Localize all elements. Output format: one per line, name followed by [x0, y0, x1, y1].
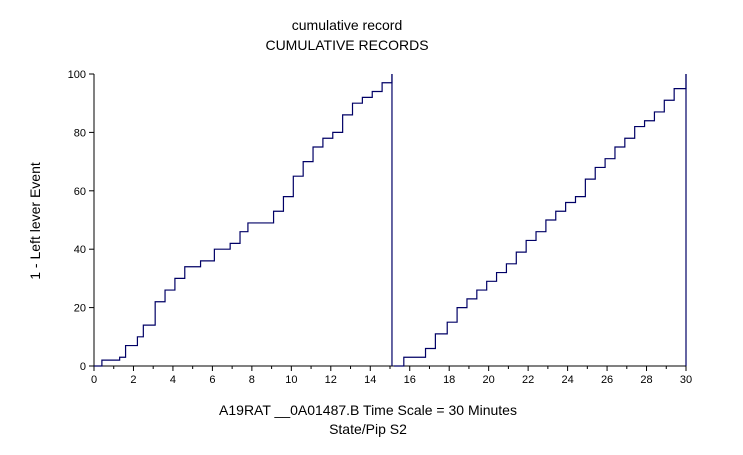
- x-tick-label: 30: [680, 374, 692, 386]
- x-tick-label: 20: [483, 374, 495, 386]
- x-tick-label: 16: [404, 374, 416, 386]
- chart-subtitle: CUMULATIVE RECORDS: [265, 37, 428, 53]
- y-tick-label: 60: [74, 186, 86, 198]
- y-tick-label: 40: [74, 244, 86, 256]
- x-tick-label: 24: [561, 374, 573, 386]
- x-tick-label: 8: [249, 374, 255, 386]
- x-axis-label-secondary: State/Pip S2: [329, 421, 407, 437]
- x-axis-label: A19RAT __0A01487.B Time Scale = 30 Minut…: [219, 402, 517, 418]
- x-tick-label: 18: [443, 374, 455, 386]
- chart-title: cumulative record: [292, 17, 403, 33]
- x-tick-label: 22: [522, 374, 534, 386]
- y-tick-label: 20: [74, 303, 86, 315]
- x-tick-label: 0: [91, 374, 97, 386]
- x-tick-label: 14: [364, 374, 376, 386]
- x-tick-label: 26: [601, 374, 613, 386]
- x-tick-label: 28: [640, 374, 652, 386]
- y-tick-label: 100: [68, 69, 86, 81]
- x-tick-label: 2: [130, 374, 136, 386]
- x-tick-label: 10: [285, 374, 297, 386]
- y-tick-label: 0: [80, 361, 86, 373]
- x-tick-label: 12: [325, 374, 337, 386]
- y-tick-label: 80: [74, 127, 86, 139]
- y-axis-label: 1 - Left lever Event: [27, 162, 43, 280]
- cumulative-series-1: [94, 74, 393, 367]
- cumulative-series-2: [393, 74, 687, 367]
- x-tick-label: 4: [170, 374, 176, 386]
- x-tick-label: 6: [209, 374, 215, 386]
